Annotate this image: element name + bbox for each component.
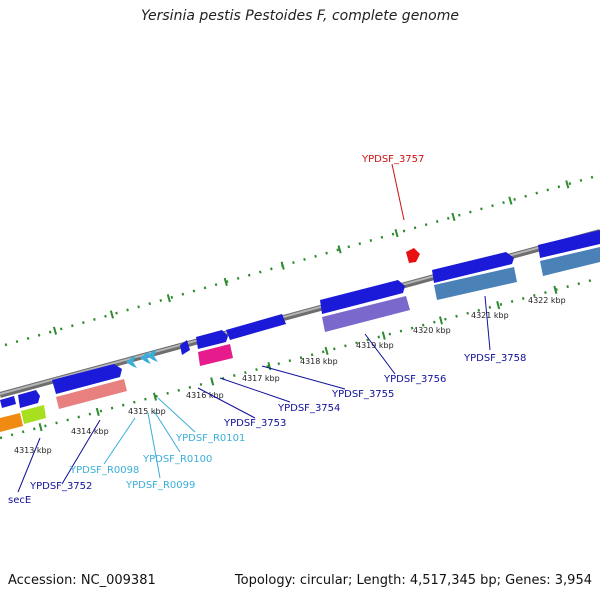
accession-text: Accession: NC_009381 (8, 573, 156, 588)
major-tick (223, 277, 228, 287)
trna-arrow[interactable] (126, 355, 137, 368)
cog-block-magenta (198, 344, 233, 366)
major-tick (394, 229, 399, 238)
gene-label-secE[interactable]: secE (8, 495, 31, 506)
major-tick (280, 261, 285, 270)
feature-track (126, 248, 420, 368)
topology-text: Topology: circular; Length: 4,517,345 bp… (234, 573, 592, 588)
tick-label: 4322 kbp (528, 296, 566, 305)
major-tick (52, 326, 58, 335)
tick-label: 4315 kbp (128, 407, 166, 416)
leader-lines (17, 163, 491, 493)
major-tick (438, 316, 443, 325)
major-tick (496, 301, 501, 310)
cds-arrow[interactable] (432, 252, 514, 283)
gene-label-ypdsf-r0099[interactable]: YPDSF_R0099 (125, 480, 195, 491)
cog-track (0, 247, 600, 432)
gene-label-ypdsf-3755[interactable]: YPDSF_3755 (331, 389, 394, 400)
major-tick (95, 407, 100, 417)
cds-arrow[interactable] (18, 390, 40, 408)
gene-label-ypdsf-3752[interactable]: YPDSF_3752 (29, 481, 92, 492)
cds-arrow[interactable] (196, 330, 228, 349)
inner-major-ticks (38, 285, 558, 432)
cog-block-lime (21, 405, 46, 424)
cog-block-orange (0, 413, 23, 432)
gene-label-ypdsf-r0100[interactable]: YPDSF_R0100 (142, 454, 212, 465)
tick-label: 4317 kbp (242, 374, 280, 383)
major-tick (38, 423, 43, 432)
gene-labels: secE YPDSF_3752 YPDSF_R0098 YPDSF_R0099 … (8, 154, 526, 506)
cds-red-arrow[interactable] (406, 248, 420, 263)
major-tick (565, 180, 570, 189)
gene-label-ypdsf-r0101[interactable]: YPDSF_R0101 (175, 433, 245, 444)
cog-block-steel (540, 247, 600, 276)
major-tick (337, 245, 342, 254)
forward-cds-track (0, 230, 600, 408)
trna-arrow[interactable] (140, 351, 151, 364)
cog-block-purple (322, 296, 410, 332)
gene-label-ypdsf-3754[interactable]: YPDSF_3754 (277, 403, 340, 414)
tick-label: 4319 kbp (356, 341, 394, 350)
major-tick (553, 285, 558, 295)
trna-arrow[interactable] (147, 349, 158, 362)
major-tick (166, 294, 171, 303)
tick-label: 4314 kbp (71, 427, 109, 436)
major-tick (210, 377, 215, 386)
gene-label-ypdsf-3756[interactable]: YPDSF_3756 (383, 374, 446, 385)
cds-arrow[interactable] (226, 314, 286, 340)
cds-arrow[interactable] (320, 280, 405, 314)
map-title: Yersinia pestis Pestoides F, complete ge… (141, 8, 459, 24)
cds-arrow[interactable] (538, 230, 600, 258)
cog-block-steel (434, 267, 517, 300)
tick-label: 4321 kbp (471, 311, 509, 320)
kbp-labels: 4313 kbp 4314 kbp 4315 kbp 4316 kbp 4317… (14, 296, 566, 455)
tick-label: 4320 kbp (413, 326, 451, 335)
major-tick (381, 331, 386, 340)
outer-major-ticks (52, 180, 570, 335)
major-tick (267, 362, 272, 371)
major-tick (152, 392, 157, 401)
major-tick (451, 212, 456, 221)
major-tick (109, 310, 114, 319)
cds-arrow[interactable] (52, 364, 122, 394)
gene-label-ypdsf-3753[interactable]: YPDSF_3753 (223, 418, 286, 429)
major-tick (324, 346, 329, 356)
tick-label: 4313 kbp (14, 446, 52, 455)
gene-label-ypdsf-3757[interactable]: YPDSF_3757 (361, 154, 424, 165)
cds-arrow[interactable] (0, 396, 16, 408)
gene-label-ypdsf-3758[interactable]: YPDSF_3758 (463, 353, 526, 364)
tick-label: 4316 kbp (186, 391, 224, 400)
major-tick (508, 196, 513, 205)
cog-block-salmon (56, 379, 127, 409)
cds-arrow[interactable] (180, 340, 190, 355)
tick-label: 4318 kbp (300, 357, 338, 366)
gene-label-ypdsf-r0098[interactable]: YPDSF_R0098 (69, 465, 139, 476)
